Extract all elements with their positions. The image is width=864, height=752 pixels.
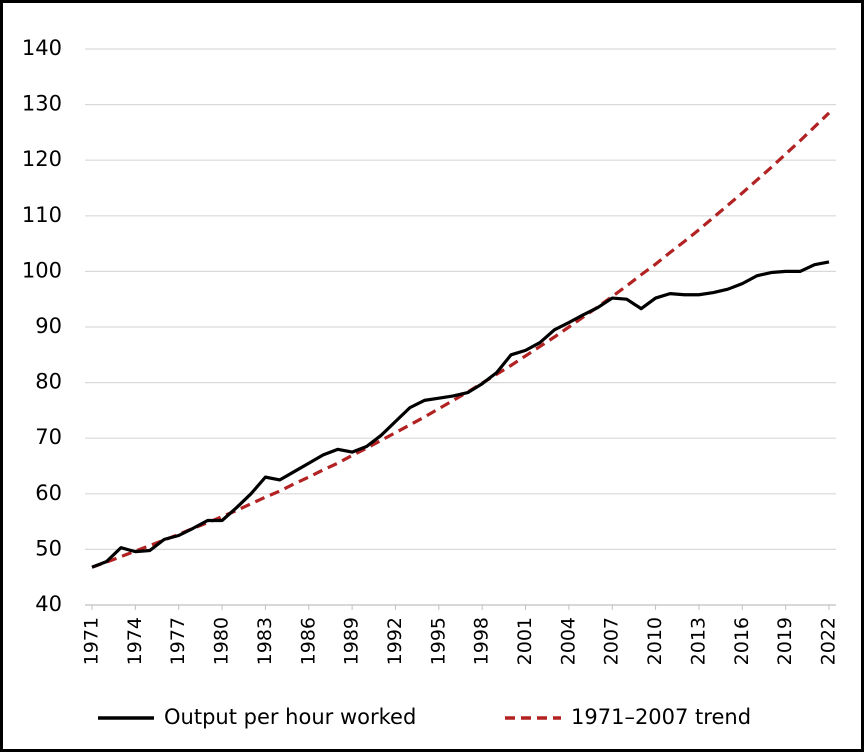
- x-tick-label: 2022: [818, 617, 840, 665]
- x-tick-label: 1995: [427, 617, 449, 665]
- x-tick-label: 1974: [124, 617, 146, 665]
- x-tick-label: 1989: [341, 617, 363, 665]
- x-tick-label: 1992: [384, 617, 406, 665]
- x-tick-label: 2013: [687, 617, 709, 665]
- x-tick-label: 2007: [601, 617, 623, 665]
- y-tick-label: 110: [22, 203, 62, 227]
- x-tick-label: 2004: [557, 617, 579, 665]
- legend-label: 1971–2007 trend: [571, 705, 751, 729]
- x-tick-label: 1998: [471, 617, 493, 665]
- y-tick-label: 80: [35, 370, 62, 394]
- y-tick-label: 60: [35, 481, 62, 505]
- y-tick-label: 90: [35, 314, 62, 338]
- legend-label: Output per hour worked: [164, 705, 416, 729]
- x-tick-label: 1986: [297, 617, 319, 665]
- y-tick-label: 100: [22, 258, 62, 282]
- x-tick-label: 1980: [211, 617, 233, 665]
- y-tick-label: 130: [22, 92, 62, 116]
- x-tick-label: 2010: [644, 617, 666, 665]
- x-tick-label: 1977: [167, 617, 189, 665]
- y-tick-label: 70: [35, 425, 62, 449]
- y-tick-label: 40: [35, 592, 62, 616]
- x-tick-label: 1971: [81, 617, 103, 665]
- x-tick-label: 2016: [731, 617, 753, 665]
- x-tick-label: 1983: [254, 617, 276, 665]
- x-tick-label: 2001: [514, 617, 536, 665]
- y-tick-label: 120: [22, 147, 62, 171]
- series-line: [91, 260, 830, 569]
- y-tick-label: 140: [22, 36, 62, 60]
- x-tick-label: 2019: [774, 617, 796, 665]
- y-tick-label: 50: [35, 536, 62, 560]
